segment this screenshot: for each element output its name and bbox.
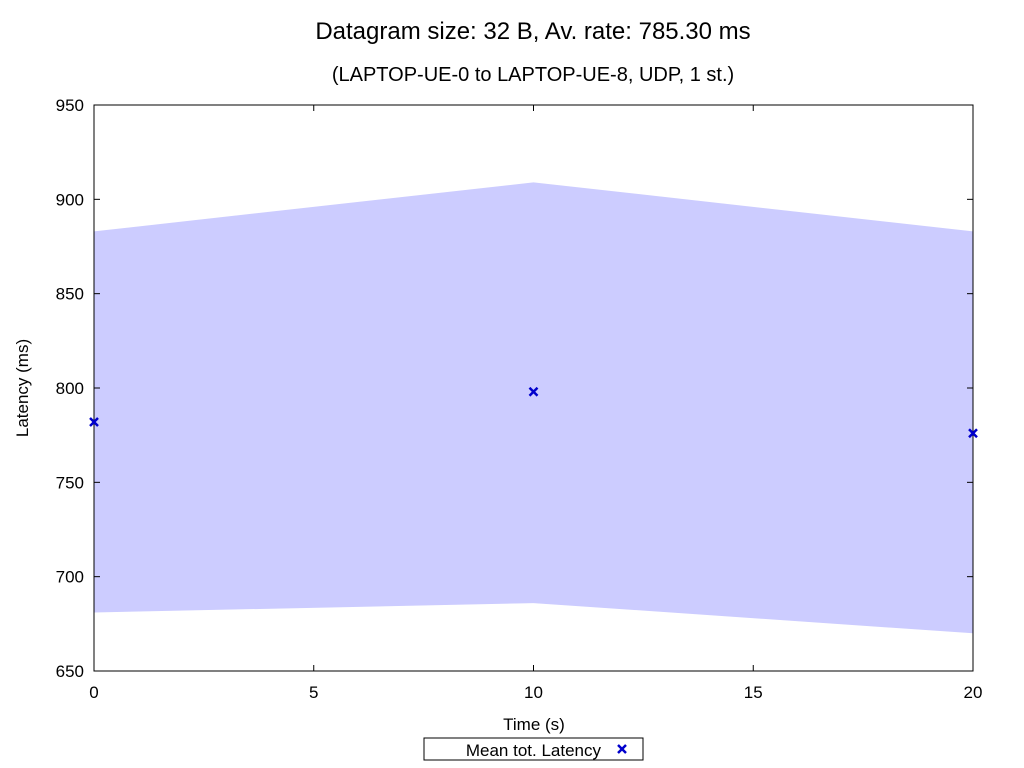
y-tick-label: 900 (56, 190, 84, 209)
legend-marker-x (617, 744, 627, 754)
x-axis-label: Time (s) (503, 715, 565, 734)
legend-label: Mean tot. Latency (466, 741, 602, 760)
x-tick-label: 15 (744, 683, 763, 702)
x-tick-label: 10 (524, 683, 543, 702)
y-tick-label: 950 (56, 96, 84, 115)
x-tick-label: 20 (964, 683, 983, 702)
axis-ticks: 0 5 10 15 20 650 700 750 800 850 900 950 (56, 96, 983, 702)
y-tick-label: 850 (56, 285, 84, 304)
data-point (968, 428, 978, 439)
legend-marker-x-icon (617, 744, 627, 754)
confidence-band-layer (94, 182, 973, 634)
chart-subtitle: (LAPTOP-UE-0 to LAPTOP-UE-8, UDP, 1 st.) (332, 64, 734, 86)
chart-legend: Mean tot. Latency (423, 737, 644, 761)
chart-title: Datagram size: 32 B, Av. rate: 785.30 ms (315, 18, 750, 45)
x-tick-label: 0 (89, 683, 98, 702)
confidence-band (94, 182, 973, 634)
y-tick-label: 800 (56, 379, 84, 398)
data-points-layer (89, 386, 978, 439)
y-tick-label: 700 (56, 568, 84, 587)
y-tick-label: 650 (56, 662, 84, 681)
legend-box (423, 737, 644, 761)
x-tick-label: 5 (309, 683, 318, 702)
data-point (528, 386, 539, 397)
y-axis-label: Latency (ms) (13, 339, 32, 437)
y-tick-label: 750 (56, 473, 84, 492)
data-point (89, 417, 99, 427)
